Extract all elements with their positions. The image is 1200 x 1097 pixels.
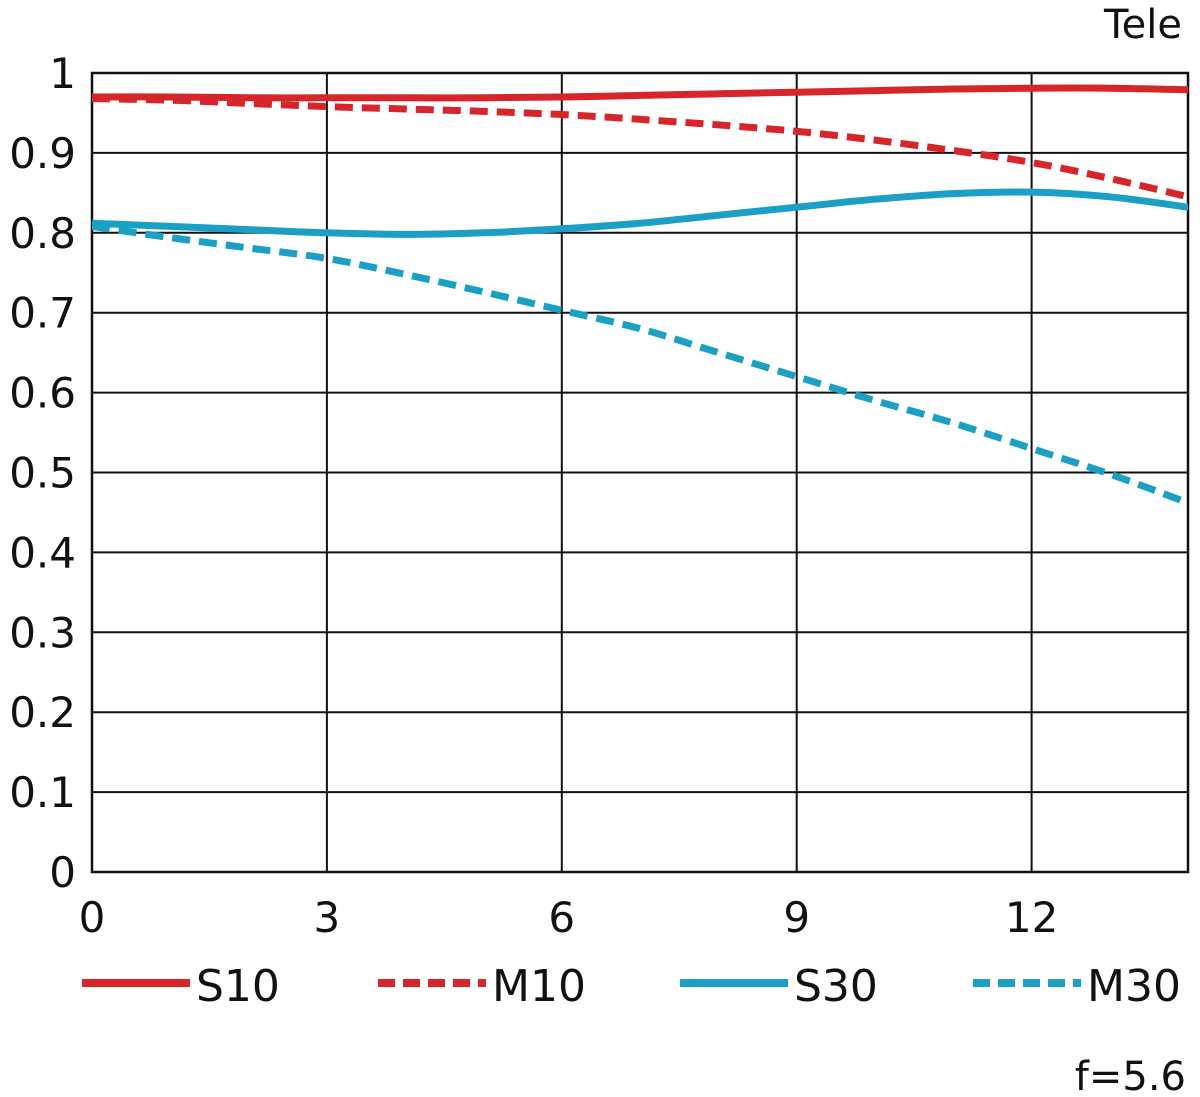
legend-label-m10: M10 (492, 961, 586, 1012)
x-tick-label-2: 6 (548, 893, 575, 942)
tele-label: Tele (1103, 2, 1182, 48)
y-tick-label-5: 0.5 (9, 449, 76, 498)
legend-label-m30: M30 (1087, 961, 1181, 1012)
axis-tick-labels: 0 0.1 0.2 0.3 0.4 0.5 0.6 0.7 0.8 0.9 1 0 3 6 9 12 (9, 49, 1058, 942)
y-tick-label-4: 0.4 (9, 528, 76, 577)
y-tick-label-3: 0.3 (9, 608, 76, 657)
series-line-m10 (92, 95, 1188, 201)
legend: S10 M10 S30 M30 (82, 961, 1181, 1012)
y-tick-label-1: 0.1 (9, 768, 76, 817)
y-tick-label-10: 1 (49, 49, 76, 98)
series-line-m30 (92, 222, 1188, 507)
x-tick-label-1: 3 (314, 893, 341, 942)
y-tick-label-6: 0.6 (9, 369, 76, 418)
plot-frame (90, 71, 1190, 874)
legend-label-s30: S30 (794, 961, 878, 1012)
x-tick-label-4: 12 (1005, 893, 1058, 942)
series-layer (92, 84, 1188, 507)
y-tick-label-2: 0.2 (9, 688, 76, 737)
aperture-label: f=5.6 (1075, 1054, 1186, 1097)
series-line-s10 (92, 84, 1188, 102)
x-tick-label-3: 9 (783, 893, 810, 942)
y-tick-label-0: 0 (49, 848, 76, 897)
y-tick-label-8: 0.8 (9, 209, 76, 258)
y-tick-label-9: 0.9 (9, 129, 76, 178)
y-tick-label-7: 0.7 (9, 289, 76, 338)
x-tick-label-0: 0 (79, 893, 106, 942)
series-line-s30 (92, 188, 1188, 238)
legend-label-s10: S10 (196, 961, 280, 1012)
